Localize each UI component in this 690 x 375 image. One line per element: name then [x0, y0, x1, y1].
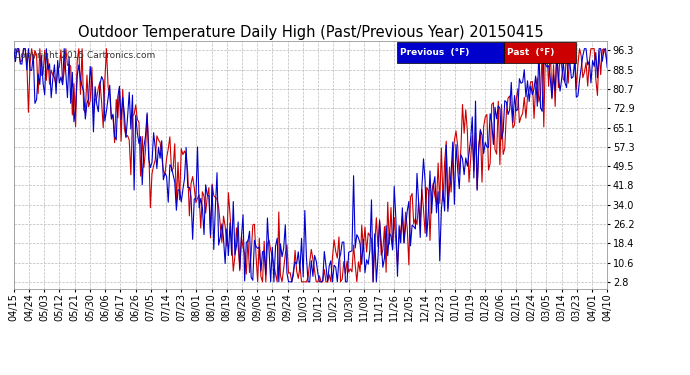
Text: Previous  (°F): Previous (°F): [400, 48, 470, 57]
Title: Outdoor Temperature Daily High (Past/Previous Year) 20150415: Outdoor Temperature Daily High (Past/Pre…: [78, 25, 543, 40]
Text: Past  (°F): Past (°F): [507, 48, 555, 57]
Text: Copyright 2015 Cartronics.com: Copyright 2015 Cartronics.com: [14, 51, 155, 60]
